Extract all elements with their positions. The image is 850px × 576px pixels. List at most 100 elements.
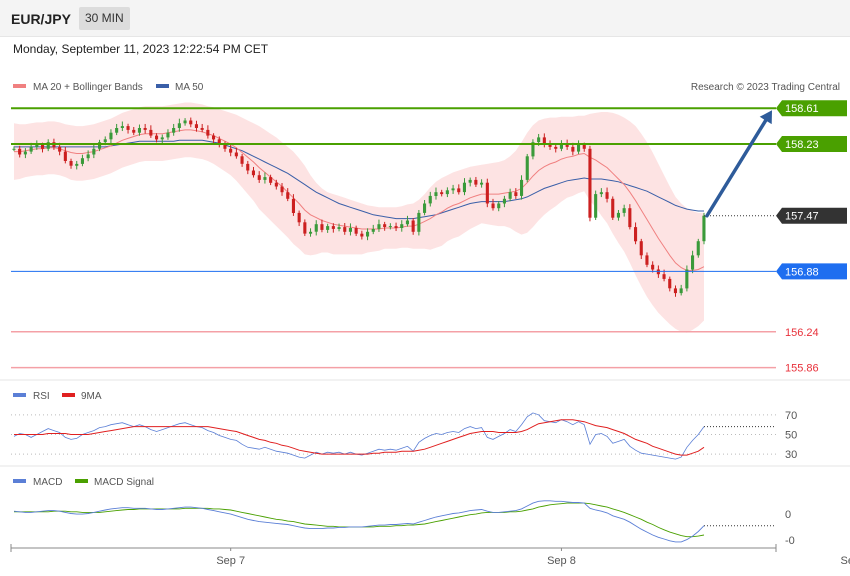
top-bar: EUR/JPY 30 MIN bbox=[0, 0, 850, 37]
candle-body bbox=[411, 220, 415, 232]
candle-body bbox=[611, 198, 615, 218]
support-level-label: 156.24 bbox=[785, 327, 819, 339]
bollinger-band bbox=[14, 102, 704, 333]
candle-body bbox=[251, 170, 255, 176]
candle-body bbox=[240, 156, 244, 164]
candle-body bbox=[35, 145, 39, 147]
candle-body bbox=[371, 229, 375, 232]
projection-arrow-head bbox=[759, 110, 772, 125]
candle-body bbox=[480, 182, 484, 185]
candle-body bbox=[622, 208, 626, 213]
candle-body bbox=[314, 224, 318, 232]
candle-body bbox=[548, 145, 552, 147]
chart-datetime: Monday, September 11, 2023 12:22:54 PM C… bbox=[13, 42, 269, 56]
macd-legend: MACD MACD Signal bbox=[13, 477, 154, 488]
candle-body bbox=[229, 148, 233, 153]
candle-body bbox=[497, 203, 501, 209]
candle-body bbox=[309, 231, 313, 234]
candle-body bbox=[46, 142, 50, 149]
candle-body bbox=[92, 148, 96, 155]
candle-body bbox=[428, 195, 432, 204]
candle-body bbox=[18, 148, 22, 155]
candle-body bbox=[132, 129, 136, 133]
candle-body bbox=[200, 128, 204, 130]
candle-body bbox=[206, 129, 210, 136]
candle-body bbox=[12, 148, 16, 150]
legend-swatch-rsi bbox=[13, 393, 26, 397]
legend-label-macd-signal: MACD Signal bbox=[94, 477, 154, 488]
candle-body bbox=[109, 132, 113, 140]
timeframe-button[interactable]: 30 MIN bbox=[79, 7, 130, 30]
time-tick-label: Sep 8 bbox=[547, 555, 576, 567]
candle-body bbox=[126, 126, 130, 130]
rsi-legend: RSI 9MA bbox=[13, 391, 102, 402]
candle-body bbox=[691, 255, 695, 270]
projection-arrow-shaft bbox=[705, 118, 768, 218]
candle-body bbox=[383, 224, 387, 227]
candle-body bbox=[360, 233, 364, 237]
candle-body bbox=[177, 123, 181, 128]
candle-body bbox=[29, 146, 33, 152]
candle-body bbox=[234, 152, 238, 157]
price-levels: 158.61 158.23 157.47 156.88 156.24 155.86 bbox=[11, 100, 847, 375]
candle-body bbox=[63, 151, 67, 161]
candle-body bbox=[457, 188, 461, 193]
candle-body bbox=[440, 192, 444, 195]
candle-body bbox=[257, 175, 261, 180]
candle-body bbox=[525, 156, 529, 180]
candle-body bbox=[582, 145, 586, 149]
candle-body bbox=[554, 146, 558, 149]
candle-body bbox=[423, 203, 427, 213]
candle-body bbox=[354, 228, 358, 234]
time-tick-label: Sep 7 bbox=[216, 555, 245, 567]
candle-body bbox=[417, 212, 421, 232]
candle-body bbox=[651, 264, 655, 270]
legend-swatch-rsi-ma bbox=[62, 393, 75, 397]
candle-body bbox=[679, 288, 683, 294]
candle-body bbox=[246, 163, 250, 171]
candle-body bbox=[155, 135, 159, 140]
research-credit: Research © 2023 Trading Central bbox=[691, 82, 840, 93]
candle-body bbox=[137, 128, 141, 133]
candle-body bbox=[571, 146, 575, 152]
candle-body bbox=[103, 139, 107, 143]
candle-body bbox=[599, 192, 603, 195]
candle-body bbox=[628, 208, 632, 228]
candle-body bbox=[634, 227, 638, 242]
macd-panel: 0 -0 bbox=[13, 500, 795, 547]
rsi-panel: 70 50 30 bbox=[11, 410, 797, 461]
legend-swatch-macd bbox=[13, 479, 26, 483]
rsi-tick-label: 30 bbox=[785, 449, 797, 461]
symbol-title: EUR/JPY bbox=[11, 11, 71, 27]
candle-body bbox=[702, 215, 706, 242]
candle-body bbox=[462, 182, 466, 193]
candle-body bbox=[297, 212, 301, 223]
candle-body bbox=[343, 227, 347, 232]
candle-body bbox=[474, 179, 478, 185]
resistance-level-label: 158.61 bbox=[785, 103, 819, 115]
candle-body bbox=[269, 177, 273, 183]
resistance-level-tag bbox=[776, 100, 847, 117]
candle-body bbox=[115, 128, 119, 133]
candle-body bbox=[377, 224, 381, 229]
candle-body bbox=[559, 143, 563, 149]
candle-body bbox=[400, 224, 404, 228]
candle-body bbox=[41, 145, 45, 149]
candle-body bbox=[166, 132, 170, 138]
candle-body bbox=[58, 146, 62, 152]
candle-body bbox=[662, 274, 666, 279]
legend-label-rsi: RSI bbox=[33, 391, 50, 402]
candle-body bbox=[616, 212, 620, 218]
candle-body bbox=[69, 161, 73, 166]
resistance-level-tag bbox=[776, 136, 847, 153]
candle-body bbox=[445, 190, 449, 195]
rsi-line bbox=[13, 412, 705, 460]
candle-body bbox=[291, 198, 295, 213]
candle-body bbox=[502, 198, 506, 204]
candle-body bbox=[223, 145, 227, 149]
candle-body bbox=[303, 222, 307, 234]
candle-body bbox=[388, 226, 392, 228]
candle-body bbox=[320, 224, 324, 230]
